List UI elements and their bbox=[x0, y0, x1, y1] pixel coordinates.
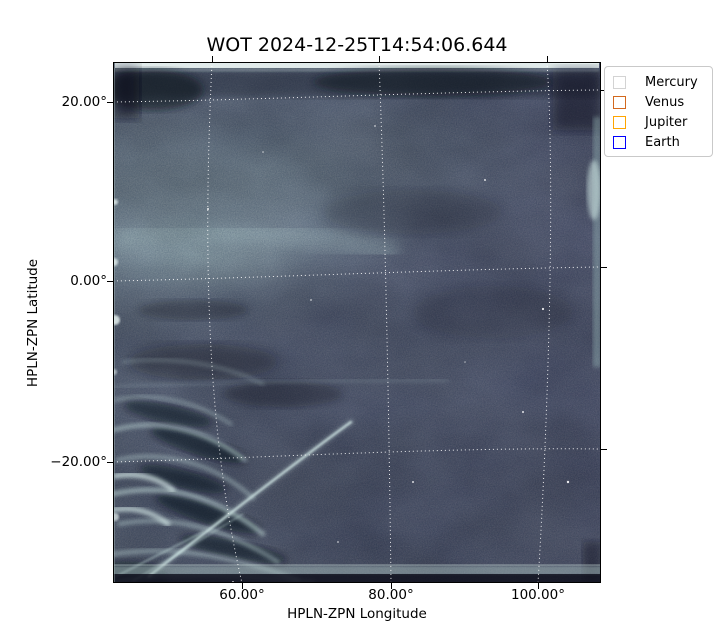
grid-lon-100 bbox=[537, 62, 552, 583]
grid-lat-20 bbox=[113, 89, 601, 103]
legend-item-venus: Venus bbox=[613, 92, 706, 112]
x-top-tick-mark bbox=[212, 56, 213, 62]
x-tick-mark bbox=[391, 583, 392, 589]
image-edges bbox=[113, 62, 601, 583]
grid-lon-80 bbox=[378, 62, 392, 583]
y-tick-label: 20.00° bbox=[61, 94, 107, 110]
y-right-tick-mark bbox=[601, 449, 607, 450]
x-axis-label: HPLN-ZPN Longitude bbox=[287, 606, 427, 622]
legend-item-mercury: Mercury bbox=[613, 72, 706, 92]
x-tick-mark bbox=[538, 583, 539, 589]
mercury-swatch-icon bbox=[613, 75, 626, 89]
grid-lat-0 bbox=[113, 266, 601, 282]
y-axis-label: HPLN-ZPN Latitude bbox=[25, 258, 41, 388]
y-tick-label: 0.00° bbox=[70, 273, 107, 289]
x-tick-label: 100.00° bbox=[511, 587, 565, 603]
venus-swatch-icon bbox=[613, 95, 626, 109]
axes-frame bbox=[113, 62, 601, 583]
legend-label: Mercury bbox=[645, 74, 698, 90]
coordinate-grid bbox=[113, 62, 601, 583]
jupiter-swatch-icon bbox=[613, 115, 626, 129]
plot-title: WOT 2024-12-25T14:54:06.644 bbox=[206, 34, 508, 56]
y-tick-mark bbox=[107, 281, 113, 282]
y-tick-label: −20.00° bbox=[50, 454, 107, 470]
legend-item-earth: Earth bbox=[613, 132, 706, 152]
x-tick-mark bbox=[242, 583, 243, 589]
legend-label: Earth bbox=[645, 134, 680, 150]
sky-image bbox=[113, 62, 601, 583]
legend-label: Venus bbox=[645, 94, 685, 110]
y-tick-mark bbox=[107, 102, 113, 103]
dark-patches bbox=[128, 190, 573, 407]
x-top-tick-mark bbox=[379, 56, 380, 62]
y-tick-mark bbox=[107, 462, 113, 463]
y-right-tick-mark bbox=[601, 267, 607, 268]
plot-area bbox=[113, 62, 601, 583]
legend: Mercury Venus Jupiter Earth bbox=[604, 66, 713, 157]
x-top-tick-mark bbox=[547, 56, 548, 62]
legend-label: Jupiter bbox=[645, 114, 688, 130]
legend-item-jupiter: Jupiter bbox=[613, 112, 706, 132]
earth-swatch-icon bbox=[613, 135, 626, 149]
x-tick-label: 80.00° bbox=[368, 587, 414, 603]
x-tick-label: 60.00° bbox=[219, 587, 265, 603]
